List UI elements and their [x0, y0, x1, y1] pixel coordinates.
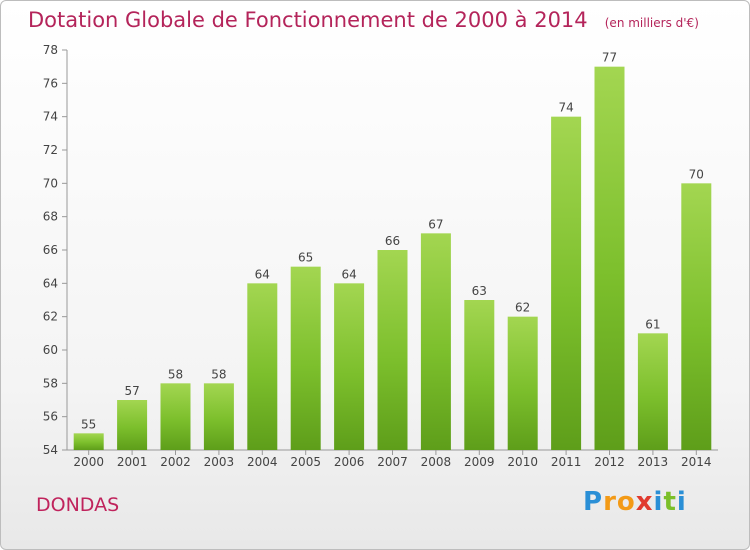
data-label: 57 [124, 384, 139, 398]
y-tick-label: 54 [43, 443, 58, 457]
bar [160, 383, 191, 450]
bar [247, 283, 278, 450]
data-label: 58 [168, 367, 183, 381]
y-tick-label: 72 [43, 143, 58, 157]
x-tick-label: 2006 [334, 455, 365, 469]
y-tick-label: 60 [43, 343, 58, 357]
y-tick-label: 58 [43, 376, 58, 390]
bar [377, 250, 408, 450]
bar [117, 400, 148, 450]
data-label: 55 [81, 417, 96, 431]
x-tick-label: 2010 [507, 455, 538, 469]
value-labels: 55 57 58 58 64 65 64 66 67 63 62 74 77 61 70 [81, 51, 704, 432]
proxiti-logo: Proxiti [583, 487, 687, 517]
data-label: 64 [255, 267, 270, 281]
x-tick-label: 2007 [377, 455, 408, 469]
title-row: Dotation Globale de Fonctionnement de 20… [28, 8, 699, 32]
chart-title: Dotation Globale de Fonctionnement de 20… [28, 8, 588, 32]
x-tick-label: 2002 [160, 455, 191, 469]
logo-letter: P [583, 487, 604, 517]
y-tick-label: 74 [43, 110, 58, 124]
bar [681, 183, 712, 451]
x-tick-label: 2000 [73, 455, 104, 469]
logo-letter: t [663, 487, 677, 517]
y-tick-label: 78 [43, 43, 58, 57]
bar [334, 283, 365, 450]
y-tick-label: 68 [43, 210, 58, 224]
x-tick-label: 2014 [681, 455, 712, 469]
bar [290, 266, 321, 450]
data-label: 66 [385, 234, 400, 248]
y-tick-label: 56 [43, 410, 58, 424]
bar [507, 316, 538, 450]
data-label: 70 [689, 167, 704, 181]
x-tick-label: 2005 [290, 455, 321, 469]
x-tick-label: 2012 [594, 455, 625, 469]
logo-letter: o [616, 487, 636, 517]
x-tick-label: 2013 [638, 455, 669, 469]
chart-subtitle: (en milliers d'€) [604, 16, 699, 30]
x-tick-label: 2001 [117, 455, 148, 469]
logo-letter: i [676, 487, 687, 517]
data-label: 67 [428, 217, 443, 231]
data-label: 74 [558, 101, 573, 115]
bar [594, 66, 625, 451]
data-label: 63 [472, 284, 487, 298]
logo-letter: r [603, 487, 617, 517]
bar [73, 433, 104, 450]
y-tick-label: 76 [43, 76, 58, 90]
bar [420, 233, 451, 450]
logo-letter: x [635, 487, 654, 517]
x-tick-label: 2009 [464, 455, 495, 469]
bar [637, 333, 668, 450]
y-tick-label: 70 [43, 176, 58, 190]
data-label: 61 [645, 317, 660, 331]
data-label: 65 [298, 251, 313, 265]
data-label: 64 [341, 267, 356, 281]
bar [464, 300, 495, 450]
bars [73, 66, 712, 451]
bar [203, 383, 234, 450]
y-tick-label: 62 [43, 310, 58, 324]
data-label: 62 [515, 301, 530, 315]
data-label: 77 [602, 51, 617, 65]
bar [551, 116, 582, 451]
commune-name: DONDAS [36, 494, 120, 516]
y-tick-label: 66 [43, 243, 58, 257]
logo-letter: i [653, 487, 664, 517]
x-tick-label: 2011 [551, 455, 582, 469]
x-tick-label: 2003 [204, 455, 235, 469]
x-tick-label: 2008 [421, 455, 452, 469]
y-tick-label: 64 [43, 276, 58, 290]
x-tick-label: 2004 [247, 455, 278, 469]
data-label: 58 [211, 367, 226, 381]
